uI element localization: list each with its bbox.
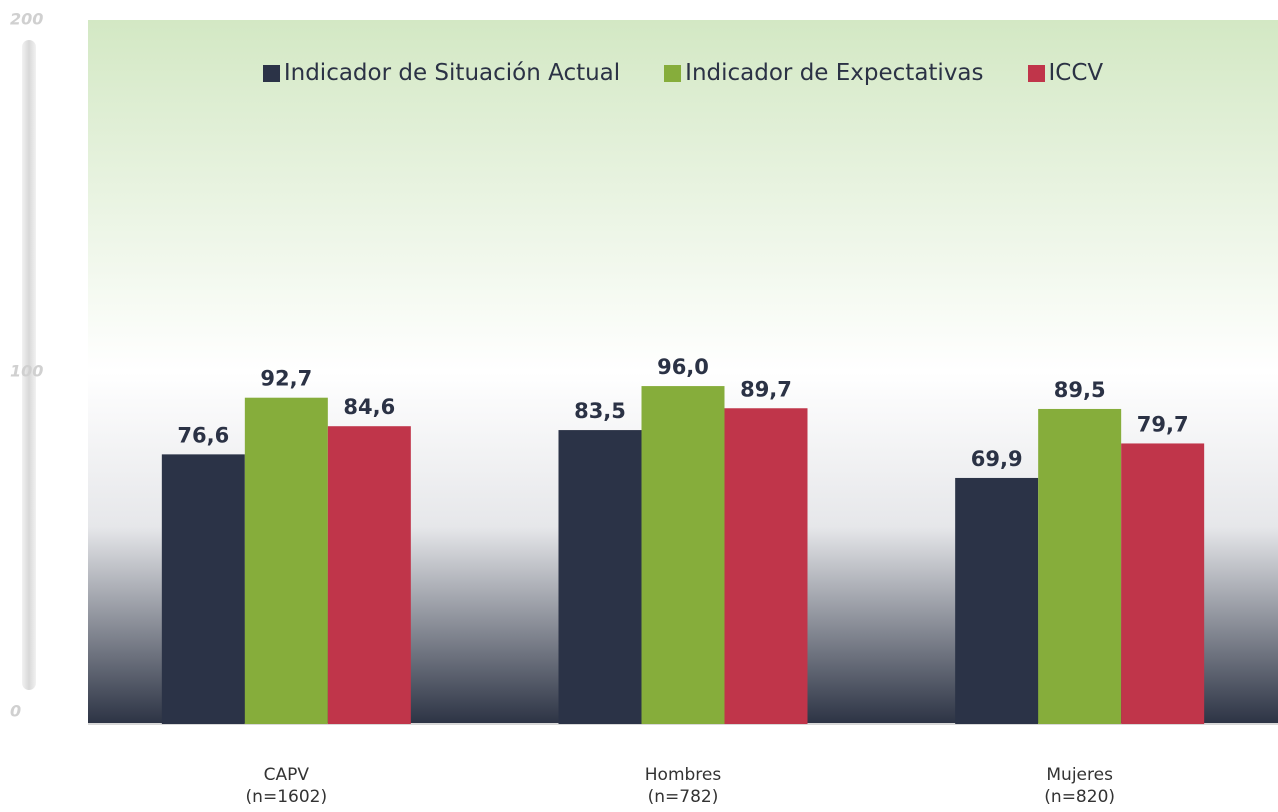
bar: [641, 386, 725, 724]
data-label: 89,7: [740, 377, 792, 401]
x-tick-label: Hombres (n=782): [644, 765, 722, 807]
bar: [1038, 408, 1122, 724]
y-tick-label: 100: [10, 362, 43, 381]
legend-item: ICCV: [1027, 60, 1104, 86]
bar: [724, 408, 808, 724]
legend-item: Indicador de Expectativas: [664, 60, 984, 86]
legend-label: ICCV: [1048, 60, 1104, 86]
bar: [244, 397, 328, 724]
data-label: 76,6: [177, 423, 229, 447]
axis-decoration: [22, 40, 36, 690]
x-tick-label: Mujeres (n=820): [1044, 765, 1116, 807]
bar: [1121, 443, 1205, 724]
y-tick-label: 0: [10, 702, 21, 721]
bar: [558, 430, 642, 724]
y-tick-label: 200: [10, 10, 43, 29]
legend: Indicador de Situación Actual Indicador d…: [88, 60, 1278, 86]
legend-swatch: [262, 64, 280, 82]
bar: [955, 477, 1039, 724]
data-label: 79,7: [1137, 412, 1189, 436]
data-label: 92,7: [260, 367, 312, 391]
legend-swatch: [664, 64, 682, 82]
bar: [327, 426, 411, 724]
data-label: 89,5: [1054, 378, 1106, 402]
legend-label: Indicador de Expectativas: [685, 60, 984, 86]
x-tick-label: CAPV (n=1602): [245, 765, 328, 807]
data-label: 83,5: [574, 399, 626, 423]
legend-label: Indicador de Situación Actual: [283, 60, 621, 86]
data-label: 69,9: [971, 447, 1023, 471]
legend-item: Indicador de Situación Actual: [262, 60, 621, 86]
data-label: 96,0: [657, 355, 709, 379]
legend-swatch: [1027, 64, 1045, 82]
data-label: 84,6: [343, 395, 395, 419]
bar: [161, 454, 245, 724]
